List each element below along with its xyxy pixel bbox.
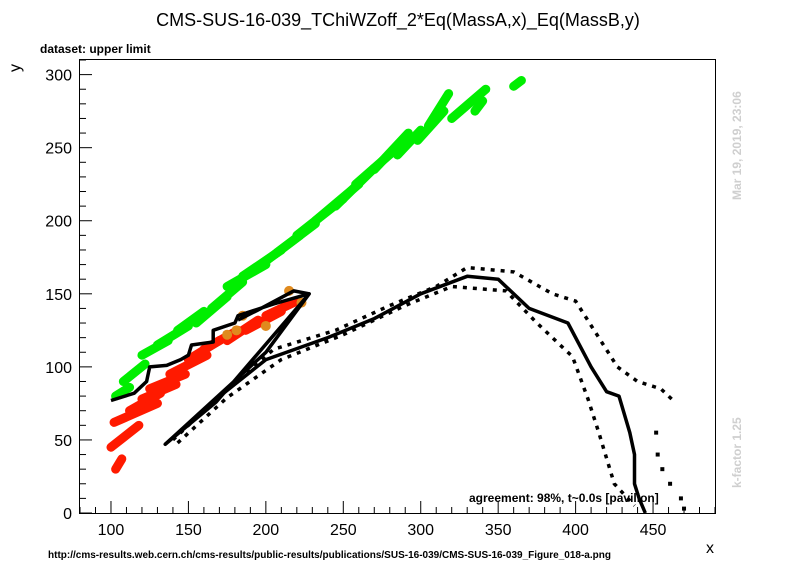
expected-contour [164, 274, 647, 514]
data-band [111, 454, 127, 474]
data-point [260, 320, 271, 331]
plot-frame [79, 59, 716, 514]
data-point [231, 325, 242, 336]
data-band [109, 398, 162, 427]
data-point [222, 329, 233, 340]
kfactor-annotation: k-factor 1.25 [730, 417, 744, 488]
contour-lines [110, 265, 687, 514]
data-band [118, 359, 150, 386]
y-axis: 0 50 100 150 200 250 300 [45, 59, 92, 523]
data-band [447, 84, 491, 123]
y-tick-label: 0 [63, 506, 72, 523]
x-tick-label: 200 [253, 522, 280, 539]
contour-dot [668, 481, 673, 486]
data-band [165, 350, 212, 379]
chart-subtitle: dataset: upper limit [40, 42, 151, 56]
agreement-annotation: agreement: 98%, t~0.0s [pavilion] [469, 491, 659, 505]
x-tick-label: 350 [485, 522, 512, 539]
y-tick-label: 150 [45, 287, 72, 304]
data-band [145, 369, 190, 394]
x-axis-label: x [706, 540, 714, 557]
x-tick-label: 100 [98, 522, 125, 539]
contour-dot [660, 467, 665, 472]
data-band [423, 89, 454, 131]
data-band [393, 125, 426, 160]
source-url: http://cms-results.web.cern.ch/cms-resul… [48, 550, 611, 561]
data-marks [106, 75, 526, 474]
expected-minus-contour [176, 284, 636, 507]
y-tick-label: 50 [54, 433, 72, 450]
y-tick-label: 250 [45, 141, 72, 158]
data-band [470, 96, 488, 116]
x-axis: 100 150 200 250 300 350 400 450 [79, 501, 716, 539]
x-tick-label: 400 [562, 522, 589, 539]
y-axis-label: y [7, 64, 24, 72]
x-tick-label: 450 [640, 522, 667, 539]
timestamp-annotation: Mar 19, 2019, 23:06 [730, 91, 744, 200]
data-band [369, 128, 413, 175]
data-band [106, 420, 144, 452]
data-band [509, 75, 526, 91]
x-tick-label: 150 [175, 522, 202, 539]
chart-title: CMS-SUS-16-039_TChiWZoff_2*Eq(MassA,x)_E… [156, 10, 640, 31]
contour-dot [655, 452, 660, 457]
y-tick-label: 300 [45, 68, 72, 85]
x-tick-label: 300 [407, 522, 434, 539]
expected-plus-contour [171, 265, 675, 442]
data-band [261, 296, 302, 321]
data-band [207, 277, 248, 313]
observed-contour [110, 289, 311, 447]
contour-dot [678, 496, 683, 501]
data-band [111, 382, 135, 401]
y-tick-label: 100 [45, 360, 72, 377]
y-tick-label: 200 [45, 214, 72, 231]
x-tick-label: 250 [330, 522, 357, 539]
contour-dot [654, 430, 659, 435]
data-band [137, 379, 181, 404]
